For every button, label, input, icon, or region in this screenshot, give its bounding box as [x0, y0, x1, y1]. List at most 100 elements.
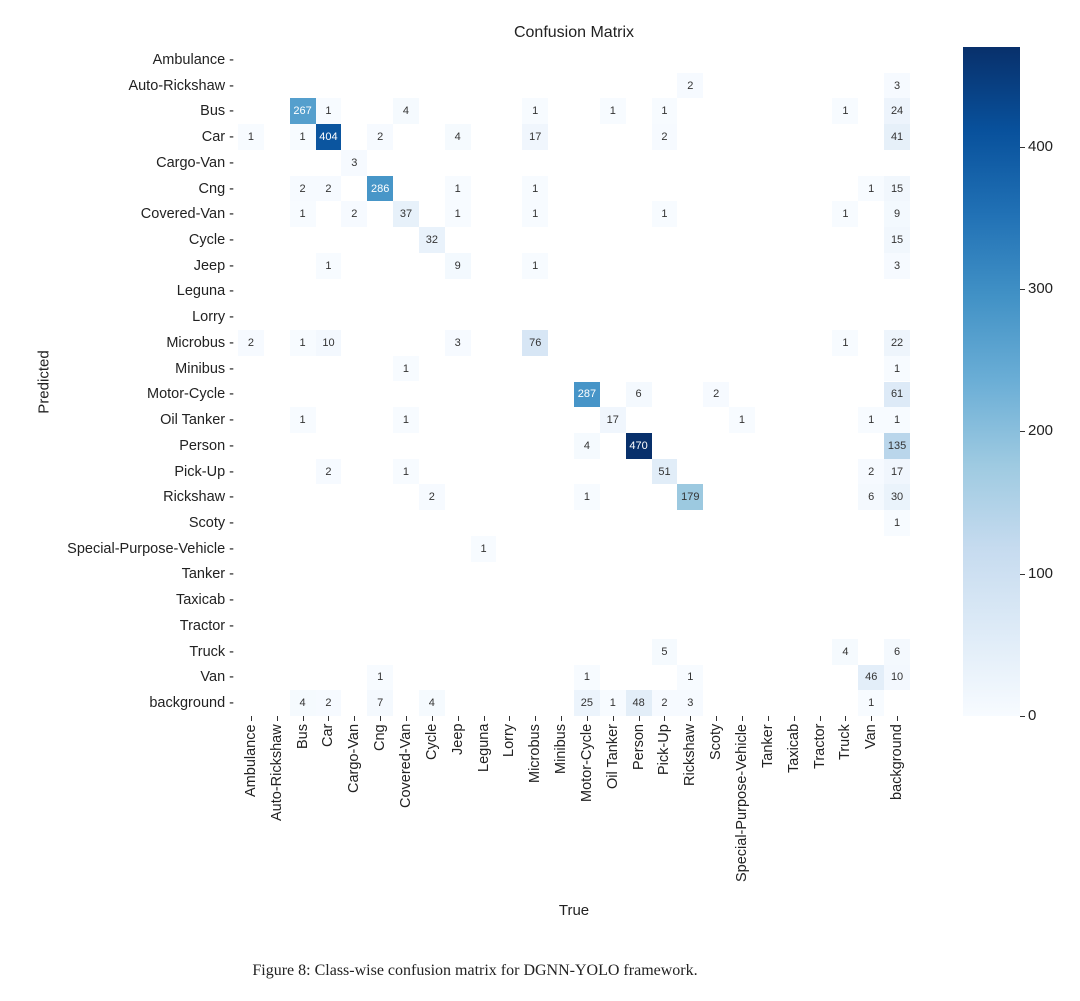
y-tick-label: Covered-Van -	[140, 206, 234, 223]
heatmap-cell: 4	[393, 98, 419, 125]
x-tick-label: Scoty	[708, 723, 725, 760]
y-tick-label: Cycle -	[188, 231, 234, 248]
heatmap-cell: 4	[418, 690, 445, 716]
y-tick-label: Person -	[179, 437, 234, 454]
x-tick-mark	[483, 716, 485, 721]
x-tick-mark	[819, 716, 821, 721]
x-tick-mark	[586, 716, 588, 721]
colorbar-tick-mark	[1020, 431, 1025, 433]
heatmap-cell: 1	[522, 201, 549, 228]
heatmap-cell: 61	[884, 381, 910, 408]
x-tick-mark	[406, 716, 407, 721]
heatmap-cell: 1	[315, 98, 342, 125]
x-tick-mark	[638, 716, 640, 721]
colorbar-tick-label: 300	[1028, 279, 1054, 297]
y-tick-label: background -	[149, 695, 234, 712]
y-axis-label: Predicted	[35, 350, 53, 414]
x-tick-mark	[250, 716, 252, 721]
heatmap-cell: 1	[315, 252, 342, 279]
chart-title: Confusion Matrix	[513, 24, 635, 41]
heatmap-cell: 2	[315, 458, 342, 485]
heatmap-cell: 1	[651, 98, 678, 125]
x-tick-label: Microbus	[527, 724, 544, 783]
figure-caption: Figure 8: Class-wise confusion matrix fo…	[252, 962, 698, 979]
heatmap-cell: 179	[677, 484, 704, 511]
heatmap-cell: 1	[832, 201, 859, 228]
heatmap-cell: 7	[367, 690, 394, 716]
heatmap-cell: 2	[418, 484, 445, 511]
heatmap-cell: 1	[289, 407, 316, 433]
x-tick-mark	[845, 716, 847, 721]
y-tick-label: Minibus -	[175, 360, 234, 377]
x-tick-label: Truck	[837, 724, 854, 760]
x-tick-mark	[354, 716, 356, 721]
heatmap-cell: 287	[574, 381, 600, 408]
heatmap-cell: 2	[651, 124, 678, 150]
heatmap-cell: 15	[884, 175, 910, 202]
heatmap-cell: 2	[367, 124, 394, 150]
heatmap-cell: 470	[625, 432, 652, 459]
x-tick-mark	[431, 716, 433, 721]
heatmap-cell: 46	[858, 664, 885, 691]
heatmap-cell: 1	[832, 98, 859, 125]
heatmap-cell: 2	[858, 458, 885, 485]
colorbar-tick-label: 100	[1028, 564, 1054, 582]
heatmap-cell: 5	[651, 638, 678, 665]
y-tick-label: Taxicab -	[175, 592, 234, 609]
heatmap-cell: 24	[884, 98, 910, 125]
heatmap-cell: 1	[651, 201, 678, 228]
y-tick-label: Leguna -	[176, 283, 234, 300]
y-tick-label: Cargo-Van -	[156, 154, 234, 171]
y-tick-label: Scoty -	[188, 515, 234, 532]
y-tick-label: Lorry -	[192, 309, 234, 326]
heatmap-cell: 404	[315, 124, 342, 150]
x-tick-label: Tractor	[811, 723, 828, 769]
x-tick-mark	[612, 716, 614, 721]
x-tick-label: Motor-Cycle	[578, 723, 595, 802]
y-tick-label: Auto-Rickshaw -	[128, 77, 234, 94]
x-tick-label: Special-Purpose-Vehicle	[734, 724, 750, 882]
x-tick-mark	[664, 716, 666, 721]
heatmap-cell: 17	[599, 407, 626, 433]
y-tick-label: Car -	[201, 129, 234, 146]
heatmap-cell: 2	[651, 690, 678, 716]
heatmap-cell: 1	[367, 664, 394, 691]
heatmap-cell: 15	[884, 227, 910, 253]
heatmap-cell: 3	[444, 330, 471, 356]
heatmap-cell: 6	[625, 381, 652, 408]
y-tick-label: Tractor -	[179, 617, 234, 634]
heatmap-cell: 1	[289, 201, 316, 228]
colorbar-tick-mark	[1020, 288, 1025, 290]
heatmap-cell: 1	[884, 510, 910, 536]
colorbar-tick-label: 400	[1028, 137, 1054, 155]
heatmap-cell: 1	[729, 407, 755, 433]
heatmap-cell: 30	[884, 484, 910, 511]
x-tick-mark	[328, 716, 330, 721]
heatmap-cell: 4	[574, 432, 600, 459]
x-tick-label: Car	[320, 723, 337, 747]
x-tick-mark	[535, 716, 537, 721]
x-tick-mark	[793, 716, 795, 721]
heatmap-cell: 1	[599, 98, 626, 125]
heatmap-cell: 1	[832, 330, 859, 356]
x-tick-label: Minibus	[553, 724, 570, 774]
x-tick-label: Auto-Rickshaw	[268, 724, 285, 821]
x-tick-mark	[716, 716, 718, 721]
x-tick-mark	[509, 716, 511, 721]
x-tick-label: Person	[630, 724, 647, 770]
heatmap-cell: 1	[884, 407, 910, 433]
heatmap-cell: 3	[341, 149, 368, 176]
heatmap-cell: 1	[444, 201, 471, 228]
heatmap-cell: 1	[289, 330, 316, 356]
heatmap-cell: 4	[444, 124, 471, 150]
heatmap-cell: 3	[884, 72, 910, 99]
heatmap-cell: 2	[289, 175, 316, 202]
y-tick-label: Special-Purpose-Vehicle -	[67, 540, 234, 557]
x-tick-label: Ambulance	[242, 724, 259, 797]
heatmap-cell: 1	[522, 252, 549, 279]
heatmap-cell: 51	[651, 458, 678, 485]
heatmap-cell: 2	[677, 72, 704, 99]
x-tick-label: Tanker	[759, 724, 776, 768]
y-tick-label: Truck -	[189, 643, 234, 660]
heatmap-cell: 135	[884, 432, 910, 459]
